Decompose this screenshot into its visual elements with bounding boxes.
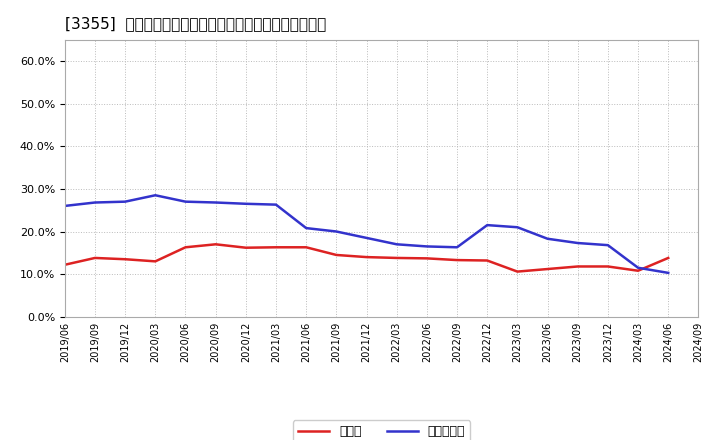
現預金 (423, 256, 431, 261)
現預金 (392, 255, 401, 260)
有利子負債 (483, 223, 492, 228)
有利子負債 (664, 270, 672, 275)
有利子負債 (573, 240, 582, 246)
有利子負債 (271, 202, 280, 207)
有利子負債 (121, 199, 130, 204)
有利子負債 (362, 235, 371, 241)
有利子負債 (332, 229, 341, 234)
有利子負債 (392, 242, 401, 247)
現預金 (543, 266, 552, 271)
Legend: 現預金, 有利子負債: 現預金, 有利子負債 (293, 420, 470, 440)
現預金 (302, 245, 310, 250)
現預金 (603, 264, 612, 269)
現預金 (60, 262, 69, 268)
現預金 (483, 258, 492, 263)
有利子負債 (302, 225, 310, 231)
有利子負債 (603, 242, 612, 248)
有利子負債 (423, 244, 431, 249)
現預金 (453, 257, 462, 263)
現預金 (212, 242, 220, 247)
現預金 (513, 269, 522, 274)
現預金 (181, 245, 190, 250)
現預金 (664, 255, 672, 260)
有利子負債 (513, 224, 522, 230)
有利子負債 (151, 193, 160, 198)
Text: [3355]  現預金、有利子負債の総資産に対する比率の推移: [3355] 現預金、有利子負債の総資産に対する比率の推移 (65, 16, 326, 32)
現預金 (151, 259, 160, 264)
有利子負債 (91, 200, 99, 205)
現預金 (332, 252, 341, 257)
現預金 (241, 245, 250, 250)
有利子負債 (543, 236, 552, 242)
現預金 (634, 268, 642, 273)
Line: 有利子負債: 有利子負債 (65, 195, 668, 273)
現預金 (362, 254, 371, 260)
現預金 (271, 245, 280, 250)
有利子負債 (181, 199, 190, 204)
現預金 (573, 264, 582, 269)
有利子負債 (241, 201, 250, 206)
有利子負債 (634, 265, 642, 271)
現預金 (121, 257, 130, 262)
Line: 現預金: 現預金 (65, 244, 668, 271)
有利子負債 (453, 245, 462, 250)
有利子負債 (60, 203, 69, 209)
有利子負債 (212, 200, 220, 205)
現預金 (91, 255, 99, 260)
